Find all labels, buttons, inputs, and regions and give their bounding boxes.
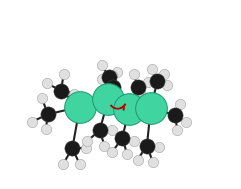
Point: [98, 129, 102, 132]
Point: [184, 120, 188, 123]
Point: [173, 114, 177, 117]
Point: [132, 139, 136, 142]
Point: [162, 72, 166, 75]
Point: [115, 70, 119, 73]
Point: [132, 72, 136, 75]
Point: [165, 84, 169, 87]
Point: [102, 144, 106, 147]
Point: [59, 89, 63, 92]
Point: [78, 105, 82, 108]
Point: [72, 92, 76, 95]
Point: [112, 89, 116, 92]
Point: [125, 153, 129, 156]
Point: [70, 147, 74, 150]
Point: [146, 81, 150, 84]
Point: [150, 67, 154, 70]
Point: [178, 102, 182, 105]
Point: [111, 85, 115, 88]
Point: [84, 147, 87, 150]
Point: [175, 129, 179, 132]
Point: [107, 76, 111, 79]
Point: [100, 78, 104, 81]
Point: [61, 163, 65, 166]
Point: [110, 129, 114, 132]
Point: [100, 64, 104, 67]
Point: [136, 85, 140, 88]
Point: [46, 113, 50, 116]
Point: [106, 98, 110, 101]
Point: [30, 120, 33, 123]
Point: [110, 151, 114, 154]
Point: [120, 136, 124, 139]
Point: [86, 139, 89, 142]
Point: [136, 158, 140, 161]
Point: [45, 82, 49, 85]
Point: [151, 160, 154, 163]
Point: [145, 144, 149, 147]
Point: [78, 163, 82, 166]
Point: [155, 80, 159, 83]
Point: [149, 106, 153, 109]
Point: [110, 73, 114, 76]
Point: [44, 128, 48, 131]
Point: [103, 79, 107, 82]
Point: [40, 97, 44, 100]
Point: [138, 89, 142, 92]
Point: [127, 107, 131, 110]
Point: [157, 146, 161, 149]
Point: [62, 72, 66, 75]
